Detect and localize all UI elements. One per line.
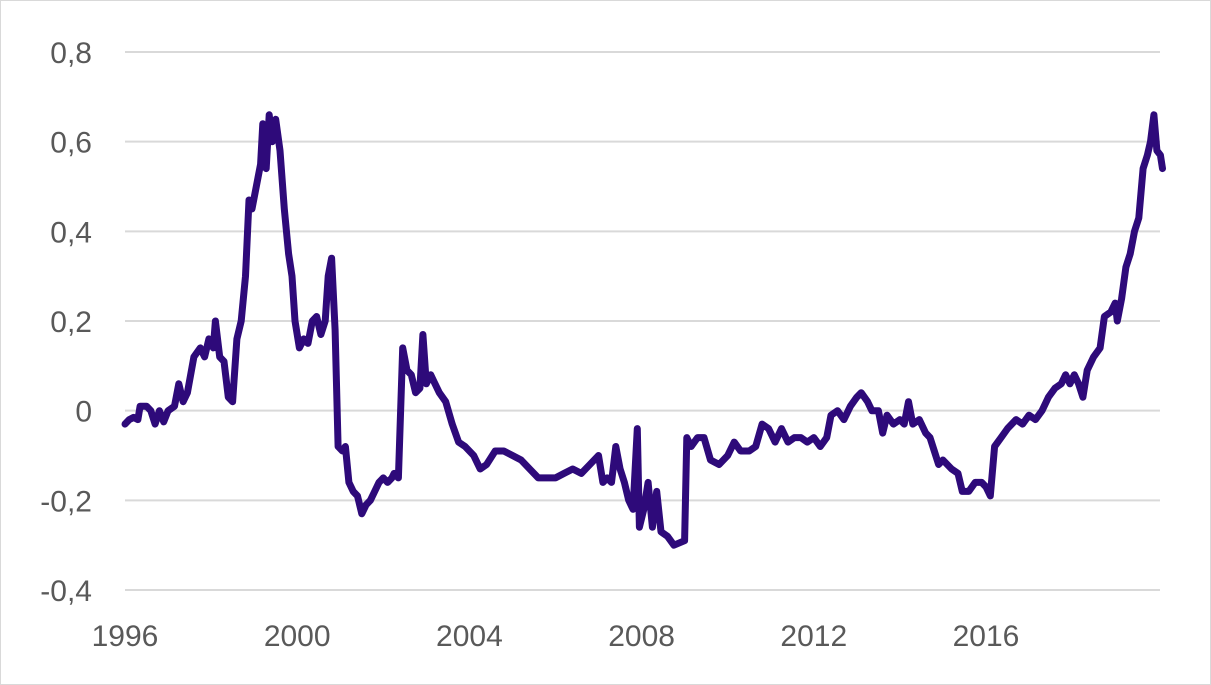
- y-tick-label: 0,4: [50, 216, 92, 249]
- y-axis-tick-labels: 0,8 0,6 0,4 0,2 0 -0,2 -0,4: [40, 37, 92, 608]
- x-tick-label: 2000: [264, 620, 331, 653]
- x-axis-tick-labels: 1996 2000 2004 2008 2012 2016: [92, 620, 1020, 653]
- x-tick-label: 1996: [92, 620, 159, 653]
- y-tick-label: 0: [75, 396, 92, 429]
- y-tick-label: 0,2: [50, 306, 92, 339]
- y-tick-label: -0,2: [40, 485, 92, 518]
- y-tick-label: -0,4: [40, 575, 92, 608]
- x-tick-label: 2016: [953, 620, 1020, 653]
- y-tick-label: 0,8: [50, 37, 92, 70]
- x-tick-label: 2012: [780, 620, 847, 653]
- y-tick-label: 0,6: [50, 127, 92, 160]
- x-tick-label: 2008: [608, 620, 675, 653]
- series-layer: [121, 111, 1166, 549]
- x-tick-label: 2004: [436, 620, 503, 653]
- series-line: [121, 111, 1166, 549]
